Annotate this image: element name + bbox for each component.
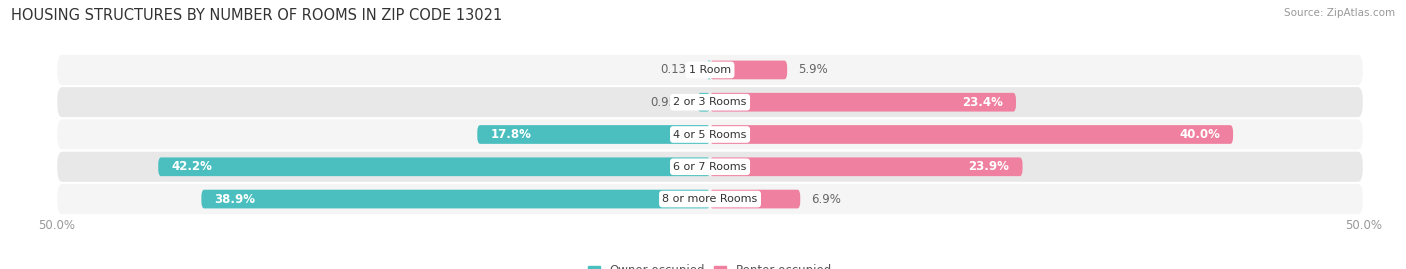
Text: 1 Room: 1 Room [689,65,731,75]
FancyBboxPatch shape [710,190,800,208]
Text: 40.0%: 40.0% [1180,128,1220,141]
Text: 2 or 3 Rooms: 2 or 3 Rooms [673,97,747,107]
Text: 23.4%: 23.4% [962,96,1002,109]
Text: 5.9%: 5.9% [797,63,827,76]
Text: 17.8%: 17.8% [491,128,531,141]
FancyBboxPatch shape [56,151,1364,183]
Text: 0.95%: 0.95% [650,96,688,109]
FancyBboxPatch shape [56,86,1364,118]
FancyBboxPatch shape [710,93,1017,112]
FancyBboxPatch shape [697,93,710,112]
Text: Source: ZipAtlas.com: Source: ZipAtlas.com [1284,8,1395,18]
Text: 42.2%: 42.2% [172,160,212,173]
FancyBboxPatch shape [159,157,710,176]
FancyBboxPatch shape [707,61,711,79]
FancyBboxPatch shape [56,54,1364,86]
Text: 38.9%: 38.9% [215,193,256,206]
FancyBboxPatch shape [710,61,787,79]
Text: 23.9%: 23.9% [969,160,1010,173]
Text: 0.13%: 0.13% [661,63,697,76]
FancyBboxPatch shape [56,183,1364,215]
Text: 6 or 7 Rooms: 6 or 7 Rooms [673,162,747,172]
Text: 4 or 5 Rooms: 4 or 5 Rooms [673,129,747,140]
Text: 8 or more Rooms: 8 or more Rooms [662,194,758,204]
FancyBboxPatch shape [56,118,1364,151]
FancyBboxPatch shape [201,190,710,208]
Legend: Owner-occupied, Renter-occupied: Owner-occupied, Renter-occupied [583,260,837,269]
Text: 6.9%: 6.9% [811,193,841,206]
FancyBboxPatch shape [710,125,1233,144]
FancyBboxPatch shape [710,157,1022,176]
FancyBboxPatch shape [477,125,710,144]
Text: HOUSING STRUCTURES BY NUMBER OF ROOMS IN ZIP CODE 13021: HOUSING STRUCTURES BY NUMBER OF ROOMS IN… [11,8,502,23]
